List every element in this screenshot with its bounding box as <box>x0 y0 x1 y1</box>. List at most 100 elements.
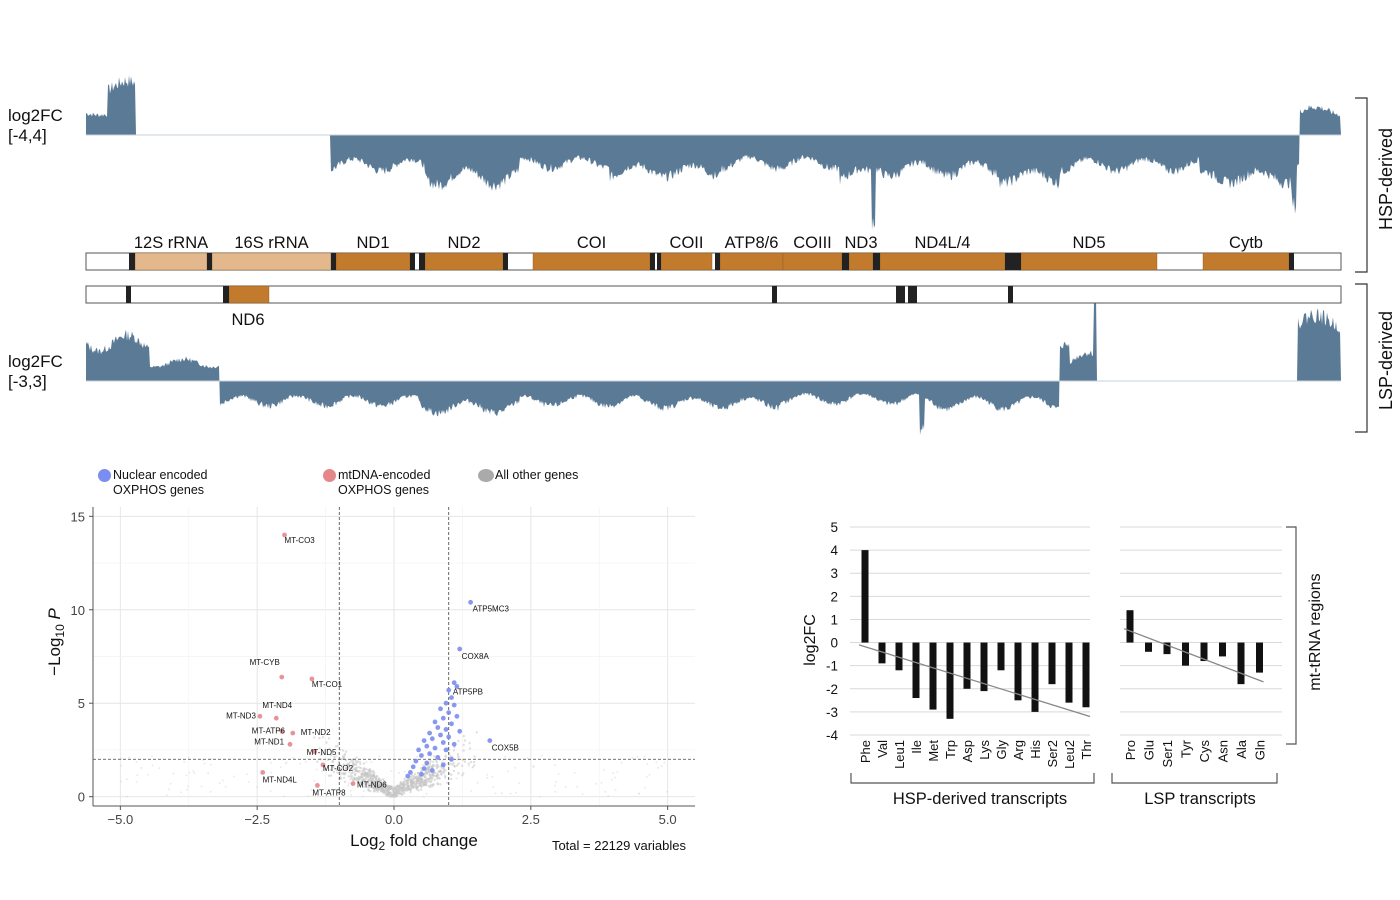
series1-point-2 <box>454 684 460 689</box>
bar-cat-label-0-9: Arg <box>1011 740 1026 760</box>
other-gene-point <box>428 780 431 783</box>
hsp-side-label: HSP-derived <box>1376 127 1396 230</box>
other-gene-point <box>326 758 330 761</box>
other-gene-point <box>612 771 615 774</box>
other-gene-point <box>616 771 619 774</box>
series1-point-14 <box>449 721 454 727</box>
other-gene-point <box>203 762 206 765</box>
point-label-mt-atp8: MT-ATP8 <box>312 788 346 797</box>
other-gene-point <box>320 770 323 773</box>
gene-label-11: Cytb <box>1229 234 1263 252</box>
other-gene-point <box>169 782 172 785</box>
other-gene-point <box>336 771 339 774</box>
other-gene-point <box>146 773 149 776</box>
other-gene-point <box>448 764 450 767</box>
point-label-atp5pb: ATP5PB <box>453 687 483 696</box>
other-gene-point <box>348 770 351 774</box>
other-gene-point <box>436 782 439 785</box>
hsp-trna-0 <box>129 253 135 270</box>
series0-point-2 <box>309 676 315 682</box>
series0-point-11 <box>315 783 320 788</box>
other-gene-point <box>331 764 334 768</box>
other-gene-point <box>434 759 438 762</box>
other-gene-point <box>393 792 396 795</box>
v-xtick-label-3: 2.5 <box>522 812 540 827</box>
lsp-trna-1 <box>223 286 229 303</box>
bar-0-12 <box>1065 642 1073 703</box>
other-gene-point <box>221 779 224 782</box>
other-gene-point <box>402 787 405 791</box>
other-gene-point <box>342 776 346 780</box>
other-gene-point <box>313 736 316 739</box>
other-gene-point <box>446 763 448 766</box>
other-gene-point <box>283 795 286 798</box>
other-gene-point <box>347 782 350 785</box>
lsp-trna-0 <box>126 286 131 303</box>
gene-block-4 <box>532 252 651 271</box>
other-gene-point <box>432 773 435 776</box>
other-gene-point <box>360 782 363 785</box>
bar-cat-label-0-13: Thr <box>1079 739 1094 759</box>
bar-cat-label-1-7: Gln <box>1253 740 1268 760</box>
other-gene-point <box>494 792 497 795</box>
other-gene-point <box>362 767 365 770</box>
other-gene-point <box>422 795 425 798</box>
other-gene-point <box>344 750 348 753</box>
other-gene-point <box>427 784 431 788</box>
series1-point-40 <box>405 773 411 779</box>
other-gene-point <box>343 754 346 757</box>
other-gene-point <box>335 768 338 772</box>
other-gene-point <box>660 765 663 768</box>
other-gene-point <box>193 772 196 774</box>
other-gene-point <box>400 793 404 796</box>
series1-point-34 <box>424 760 430 766</box>
other-gene-point <box>471 766 474 769</box>
other-gene-point <box>183 760 186 763</box>
series1-point-6 <box>449 695 454 700</box>
other-gene-point <box>442 770 445 773</box>
other-gene-point <box>353 776 356 780</box>
other-gene-point <box>126 795 129 798</box>
other-gene-point <box>388 795 391 798</box>
other-gene-point <box>128 756 131 759</box>
series0-point-1 <box>279 674 285 680</box>
other-gene-point <box>648 773 651 776</box>
gene-block-10 <box>1020 252 1158 271</box>
other-gene-point <box>380 786 383 790</box>
other-gene-point <box>470 789 472 792</box>
other-gene-point <box>305 760 307 763</box>
other-gene-point <box>614 788 617 791</box>
hsp-trna-12 <box>1289 253 1294 270</box>
bar-ytick-label-1: -3 <box>826 705 838 720</box>
group-brace-1 <box>1111 773 1278 784</box>
other-gene-point <box>327 737 331 740</box>
other-gene-point <box>187 756 190 759</box>
other-gene-point <box>532 765 535 768</box>
hsp-trna-2 <box>331 253 336 270</box>
other-gene-point <box>352 779 355 782</box>
other-gene-point <box>401 790 404 793</box>
other-gene-point <box>449 762 452 765</box>
other-gene-point <box>383 786 386 789</box>
bar-0-8 <box>997 642 1005 671</box>
bar-side-label: mt-tRNA regions <box>1307 573 1324 690</box>
series1-point-15 <box>435 725 441 730</box>
volcano-caption: Total = 22129 variables <box>552 838 687 853</box>
bar-ytick-label-6: 2 <box>830 589 838 604</box>
other-gene-point <box>358 784 362 787</box>
other-gene-point <box>188 771 191 774</box>
series0-point-12 <box>350 781 356 786</box>
other-gene-point <box>515 791 518 794</box>
other-gene-point <box>377 787 380 790</box>
other-gene-point <box>140 767 143 769</box>
other-gene-point <box>256 786 259 789</box>
other-gene-point <box>379 780 383 784</box>
other-gene-point <box>439 772 443 775</box>
other-gene-point <box>372 775 376 778</box>
other-gene-point <box>245 773 248 776</box>
gene-label-0: 12S rRNA <box>134 234 208 252</box>
other-gene-point <box>279 766 282 769</box>
trna-bracket <box>1286 526 1297 745</box>
bar-cat-label-1-1: Glu <box>1142 740 1157 760</box>
series1-point-38 <box>408 770 413 775</box>
